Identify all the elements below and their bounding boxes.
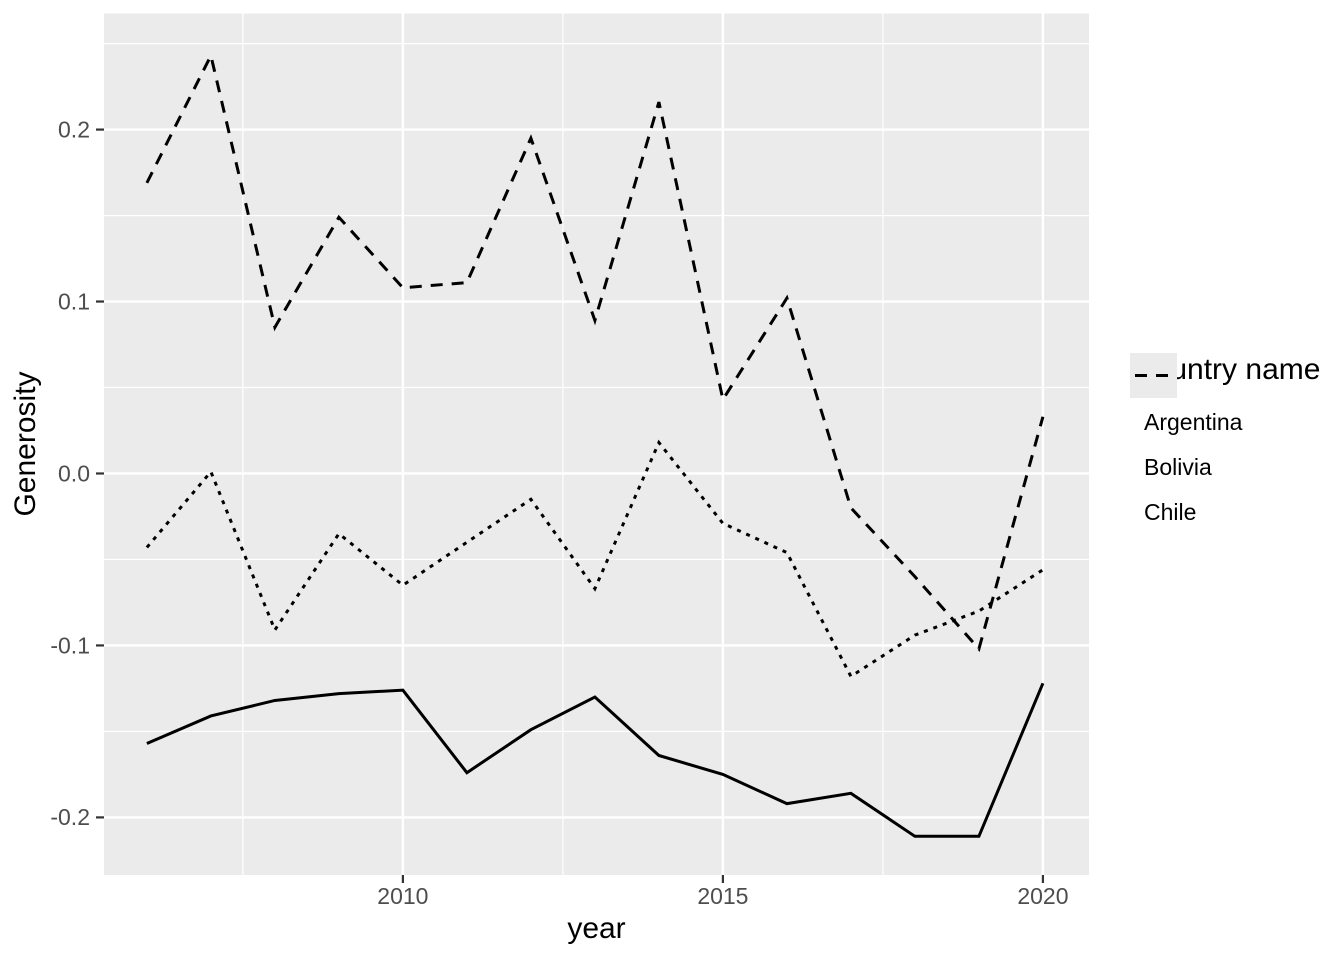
legend-label-argentina: Argentina xyxy=(1144,409,1243,435)
y-tick-label: 0.0 xyxy=(58,460,90,486)
legend: Country name Argentina Bolivia Chile xyxy=(1130,353,1340,535)
legend-entry-chile: Chile xyxy=(1130,353,1340,535)
panel-background xyxy=(104,13,1089,875)
y-tick-label: 0.2 xyxy=(58,116,90,142)
x-axis-title: year xyxy=(567,912,626,945)
legend-entry-bolivia: Bolivia xyxy=(1130,353,1340,490)
y-axis-title: Generosity xyxy=(9,371,42,517)
series-line-chile xyxy=(145,51,1045,652)
legend-label-bolivia: Bolivia xyxy=(1144,454,1212,480)
legend-label-chile: Chile xyxy=(1144,499,1197,525)
x-tick-label: 2015 xyxy=(697,883,748,909)
y-tick-label: -0.1 xyxy=(50,632,90,658)
legend-key-chile xyxy=(1130,353,1177,398)
x-tick-label: 2010 xyxy=(377,883,428,909)
x-tick-label: 2020 xyxy=(1017,883,1068,909)
series-line-argentina xyxy=(146,682,1045,838)
legend-entry-argentina: Argentina xyxy=(1130,353,1340,445)
y-tick-label: 0.1 xyxy=(58,288,90,314)
y-tick-label: -0.2 xyxy=(50,804,90,830)
series-line-bolivia xyxy=(145,439,1044,679)
